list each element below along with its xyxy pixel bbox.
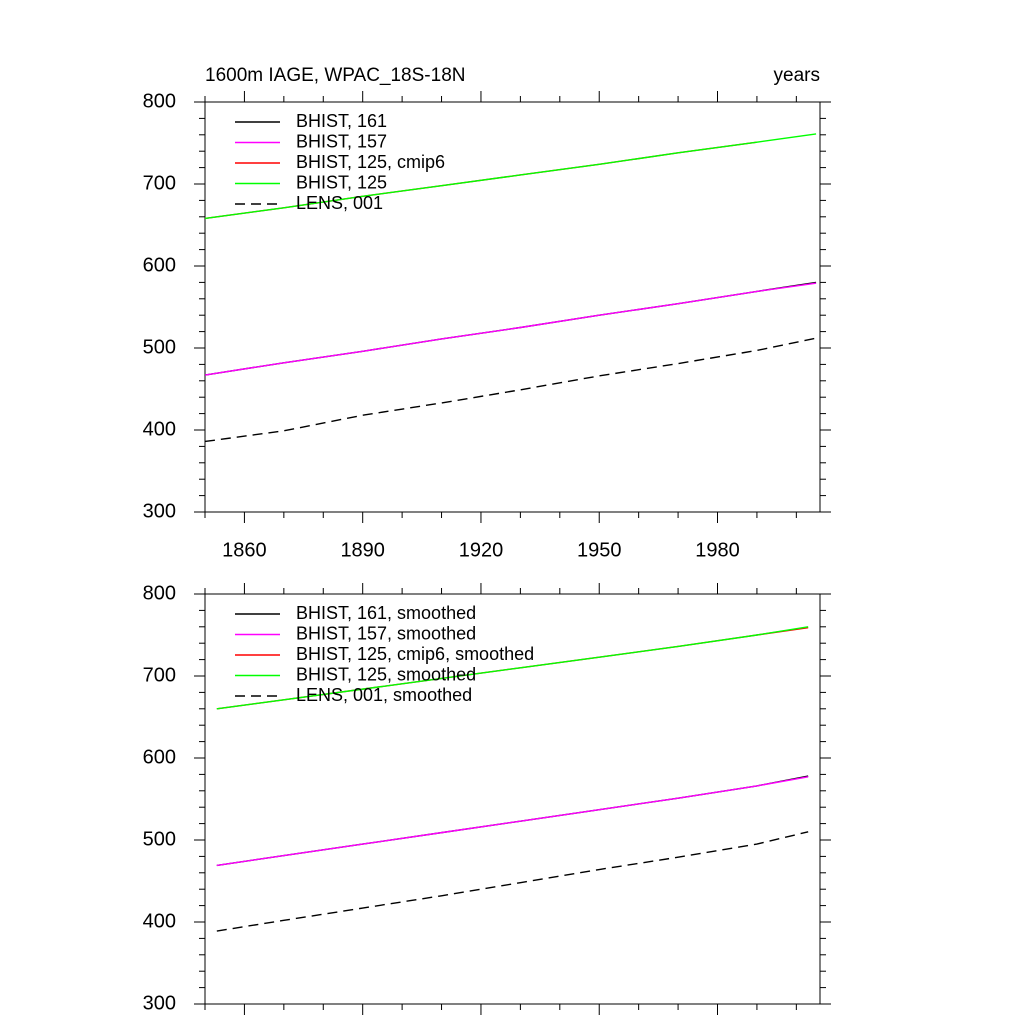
series-line [204, 133, 817, 220]
series-line [216, 776, 809, 867]
series-line [204, 282, 817, 376]
y-tick-label: 400 [143, 418, 176, 440]
x-tick-label: 1920 [459, 539, 504, 561]
series-line [216, 831, 809, 932]
legend-label: BHIST, 125, cmip6 [296, 152, 445, 172]
y-tick-label: 800 [143, 90, 176, 112]
plot-frame [204, 101, 821, 513]
legend-label: BHIST, 125 [296, 172, 387, 192]
y-tick-label: 300 [143, 500, 176, 522]
y-tick-label: 700 [143, 664, 176, 686]
legend-label: BHIST, 157 [296, 131, 387, 151]
chart-right-title: years [774, 65, 820, 86]
legend-label: BHIST, 161 [296, 111, 387, 131]
legend-label: BHIST, 125, cmip6, smoothed [296, 644, 534, 664]
y-tick-label: 600 [143, 254, 176, 276]
y-tick-label: 600 [143, 746, 176, 768]
legend-label: BHIST, 125, smoothed [296, 664, 476, 684]
x-tick-label: 1860 [222, 539, 267, 561]
plot-frame [204, 593, 821, 1005]
y-tick-label: 700 [143, 172, 176, 194]
series-line [204, 337, 817, 443]
y-tick-label: 800 [143, 582, 176, 604]
x-tick-label: 1890 [340, 539, 385, 561]
y-tick-label: 300 [143, 992, 176, 1014]
legend-label: LENS, 001 [296, 193, 383, 213]
x-tick-label: 1980 [695, 539, 740, 561]
series-line [216, 626, 809, 710]
y-tick-label: 500 [143, 828, 176, 850]
x-tick-label: 1950 [577, 539, 622, 561]
y-tick-label: 400 [143, 910, 176, 932]
chart-title: 1600m IAGE, WPAC_18S-18N [205, 65, 465, 86]
legend-label: BHIST, 157, smoothed [296, 623, 476, 643]
legend-label: BHIST, 161, smoothed [296, 603, 476, 623]
legend-label: LENS, 001, smoothed [296, 685, 472, 705]
y-tick-label: 500 [143, 336, 176, 358]
